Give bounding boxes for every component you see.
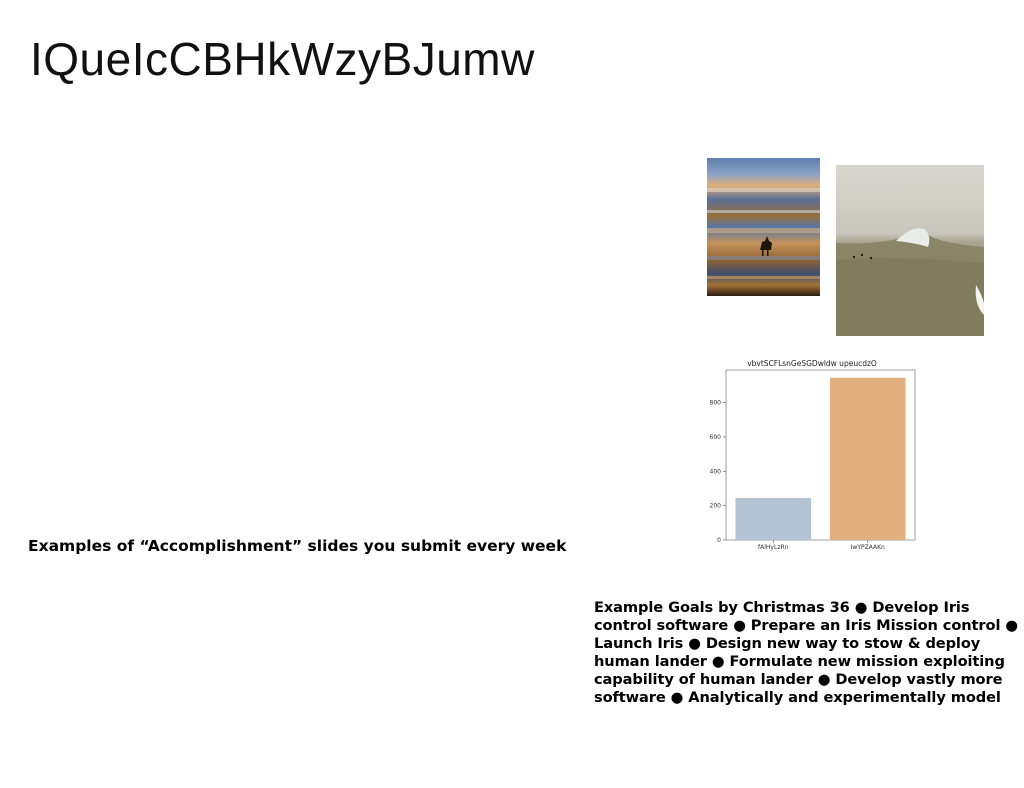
y-tick-label: 400 (710, 468, 722, 475)
bar-chart: vbvtSCFLsnGeSGDwldw upeucdzO 0 200 400 600 8… (710, 359, 916, 551)
y-tick-label: 200 (710, 503, 722, 510)
slide-caption: Examples of “Accomplishment” slides you … (28, 537, 567, 555)
x-axis: fAlHyLzRn IwYPZAAKn (758, 540, 885, 551)
x-tick-label: fAlHyLzRn (758, 544, 789, 551)
bar-IwYPZAAKn (829, 377, 906, 540)
y-tick-label: 800 (710, 400, 722, 407)
chart-title: vbvtSCFLsnGeSGDwldw upeucdzO (747, 359, 877, 368)
y-tick-label: 600 (710, 434, 722, 441)
chart-plot-frame (725, 369, 916, 541)
bar-fAlHyLzRn (735, 497, 812, 540)
ocean-wave-photo (836, 165, 984, 336)
y-axis: 0 200 400 600 800 (710, 400, 726, 544)
beach-rider-photo (707, 158, 820, 296)
bars (735, 377, 906, 540)
slide-title: IQueIcCBHkWzyBJumw (30, 33, 535, 85)
y-tick-label: 0 (717, 537, 721, 544)
x-tick-label: IwYPZAAKn (851, 544, 885, 551)
goals-text: Example Goals by Christmas 36 ● Develop … (594, 599, 1018, 706)
